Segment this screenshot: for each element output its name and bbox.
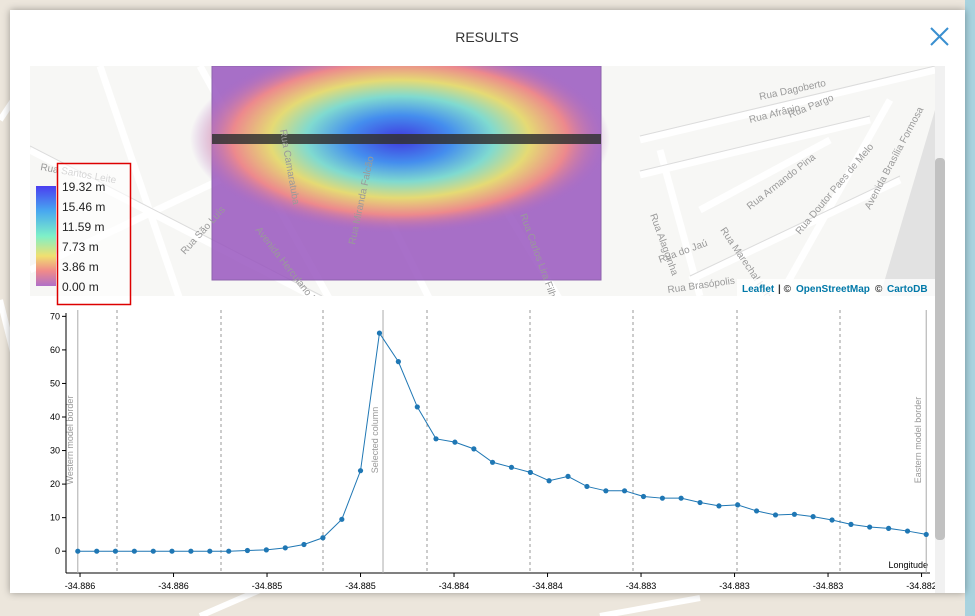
data-point — [75, 548, 81, 554]
legend-colorbar — [36, 186, 56, 286]
data-point — [527, 469, 533, 475]
modal-title: RESULTS — [455, 29, 519, 45]
y-tick-label: 50 — [50, 378, 60, 388]
data-point — [188, 548, 194, 554]
data-point — [772, 512, 779, 518]
data-point — [131, 548, 137, 554]
x-tick-label: -34.884 — [439, 581, 470, 591]
annotation-label: Selected column — [370, 407, 380, 474]
y-tick-label: 70 — [50, 311, 60, 321]
data-point — [301, 541, 307, 548]
data-point — [320, 535, 326, 541]
x-tick-label: -34.886 — [158, 581, 189, 591]
attribution-text: Leaflet — [742, 284, 775, 295]
data-point — [923, 531, 929, 538]
data-point — [395, 359, 401, 365]
data-point — [263, 547, 269, 553]
data-point — [791, 511, 798, 517]
data-point — [339, 516, 345, 522]
data-point — [904, 528, 911, 534]
legend-label: 15.46 m — [62, 200, 105, 214]
data-point — [376, 330, 383, 336]
x-tick-label: -34.885 — [345, 581, 376, 591]
x-tick-label: -34.885 — [252, 581, 283, 591]
x-tick-label: -34.886 — [65, 581, 96, 591]
x-tick-label: -34.884 — [532, 581, 563, 591]
selected-row — [212, 134, 601, 144]
data-point — [753, 508, 760, 514]
legend-label: 7.73 m — [62, 240, 99, 254]
close-button[interactable] — [926, 23, 953, 50]
annotation-label: Western model border — [65, 396, 75, 485]
legend-label: 3.86 m — [62, 260, 99, 274]
data-point — [640, 493, 647, 500]
column-dividers — [116, 310, 841, 573]
data-point — [546, 478, 552, 484]
data-point — [508, 464, 515, 470]
y-tick-label: 0 — [55, 546, 60, 556]
data-point — [282, 545, 288, 551]
data-point — [867, 524, 873, 530]
data-point — [678, 495, 684, 501]
map-water — [880, 110, 935, 296]
attribution-bg — [737, 279, 935, 296]
data-point — [471, 446, 477, 452]
data-point — [659, 495, 666, 501]
data-point — [810, 514, 816, 520]
data-point — [357, 468, 364, 474]
y-tick-label: 60 — [50, 345, 60, 355]
attribution-text: © — [875, 284, 883, 295]
data-point — [621, 488, 628, 494]
data-point — [169, 548, 175, 554]
attribution-text: | © — [778, 284, 792, 295]
series-line — [77, 331, 927, 552]
data-point — [584, 483, 590, 490]
y-tick-label: 40 — [50, 412, 60, 422]
legend-label: 11.59 m — [62, 220, 104, 234]
data-point — [112, 548, 119, 554]
data-point — [829, 517, 835, 523]
annotation-label: Eastern model border — [913, 397, 923, 484]
data-point — [697, 499, 703, 506]
data-point — [565, 473, 571, 479]
profile-chart: 0 10 20 30 40 50 60 70 -34.886 -34.886 -34.885 -34.… — [50, 310, 937, 591]
legend-box — [56, 162, 132, 306]
attribution-text: OpenStreetMap — [796, 284, 870, 295]
attribution-text: CartoDB — [887, 284, 928, 295]
data-point — [716, 503, 722, 509]
y-tick-label: 10 — [50, 513, 60, 523]
data-point — [94, 548, 100, 554]
data-point — [226, 548, 232, 554]
data-point — [244, 547, 251, 554]
y-tick-label: 20 — [50, 479, 60, 489]
data-point — [452, 439, 458, 445]
legend-label: 0.00 m — [62, 280, 99, 294]
x-tick-label: -34.883 — [719, 581, 750, 591]
y-tick-label: 30 — [50, 446, 60, 456]
scrollbar-thumb[interactable] — [935, 158, 945, 540]
data-point — [414, 404, 420, 410]
data-point — [489, 459, 496, 465]
x-tick-label: -34.883 — [813, 581, 844, 591]
map-street-edges — [30, 66, 935, 296]
data-point — [603, 488, 609, 494]
data-point — [848, 521, 854, 527]
x-axis-label: Longitude — [888, 560, 928, 570]
x-tick-label: -34.882 — [906, 581, 937, 591]
data-point — [207, 548, 213, 554]
x-tick-label: -34.883 — [626, 581, 657, 591]
data-point — [150, 548, 156, 554]
legend-label: 19.32 m — [62, 180, 105, 194]
data-point — [885, 525, 892, 531]
background-water — [965, 0, 975, 616]
data-point — [433, 436, 439, 442]
heatmap-plume — [190, 66, 610, 234]
data-point — [735, 502, 741, 508]
